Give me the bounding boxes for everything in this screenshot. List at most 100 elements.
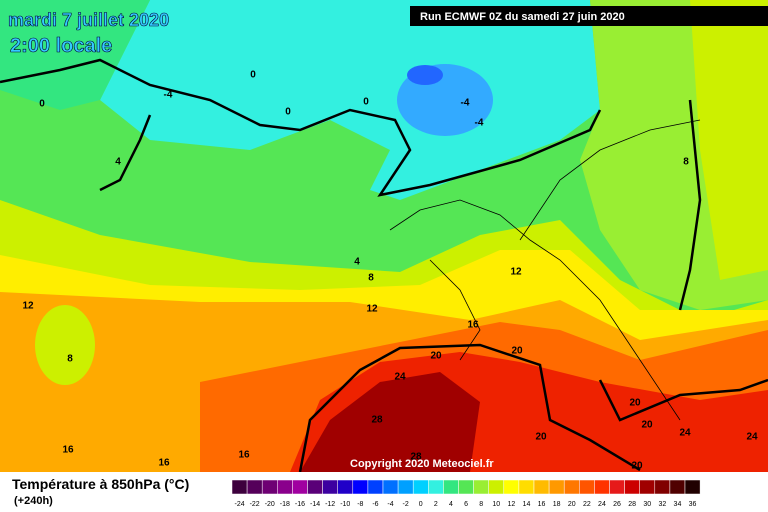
legend-swatch: [594, 479, 610, 495]
legend-label: 4: [449, 501, 453, 508]
legend-label: 22: [583, 501, 591, 508]
legend-label: -16: [295, 501, 305, 508]
legend-label: 34: [674, 501, 682, 508]
contour-label: 0: [39, 99, 45, 110]
legend-label: -12: [325, 501, 335, 508]
contour-label: 20: [641, 420, 653, 431]
contour-label: 24: [746, 432, 758, 443]
legend-swatch: [654, 479, 671, 495]
coastlines: [389, 119, 701, 421]
legend-label: 0: [419, 501, 423, 508]
legend-swatch: [277, 479, 293, 495]
legend-swatch: [322, 479, 338, 495]
legend-label: 10: [492, 501, 500, 508]
extreme-region: [300, 372, 480, 472]
map-date: mardi 7 juillet 2020: [8, 10, 169, 30]
legend-label: 2: [434, 501, 438, 508]
legend-swatch: [563, 479, 580, 495]
legend-label: 30: [643, 501, 651, 508]
contour-label: 12: [366, 304, 378, 315]
contour-label: 20: [535, 432, 547, 443]
contour-label: 24: [394, 372, 406, 383]
contour-label: 12: [510, 267, 522, 278]
legend-label: 32: [658, 501, 666, 508]
contour-label: 20: [511, 346, 523, 357]
legend-swatch: [458, 479, 474, 495]
contour-label: 4: [354, 257, 360, 268]
legend-label: -22: [250, 501, 260, 508]
cold-region: [100, 0, 600, 200]
legend-swatch: [473, 479, 489, 495]
legend-swatch: [352, 479, 369, 495]
contour-label: -4: [461, 98, 470, 109]
contour-label: 24: [679, 428, 691, 439]
legend-label: 28: [628, 501, 636, 508]
legend-swatch: [609, 479, 625, 495]
legend-swatch: [397, 479, 414, 495]
contour-label: 28: [371, 415, 383, 426]
contour-label: 16: [62, 445, 74, 456]
legend-title: Température à 850hPa (°C): [12, 476, 189, 492]
legend-label: -10: [340, 501, 350, 508]
legend-label: 20: [568, 501, 576, 508]
lead-time: (+240h): [14, 495, 53, 507]
legend-swatch: [337, 479, 354, 495]
legend-swatch: [412, 479, 429, 495]
legend-swatch: [624, 479, 640, 495]
contour-label: 28: [410, 452, 422, 463]
contour-label: 16: [467, 320, 479, 331]
legend-swatch: [488, 479, 505, 495]
legend-label: -4: [387, 501, 393, 508]
legend-label: 26: [613, 501, 621, 508]
legend-label: 14: [523, 501, 531, 508]
legend-label: 18: [553, 501, 561, 508]
legend-label: -14: [310, 501, 320, 508]
contour-label: 16: [238, 450, 250, 461]
mild-region: [690, 0, 768, 280]
run-box: [410, 6, 768, 26]
legend-label: -6: [372, 501, 378, 508]
legend-label: -24: [234, 501, 244, 508]
legend-label: -20: [265, 501, 275, 508]
contour-label: 0: [285, 107, 291, 118]
mild-patch: [35, 305, 95, 385]
contour-label: 8: [683, 157, 689, 168]
contour-label: 20: [631, 461, 643, 472]
legend-swatch: [548, 479, 565, 495]
contour-label: 4: [115, 157, 121, 168]
contour-label: 16: [158, 458, 170, 469]
legend-label: -2: [403, 501, 409, 508]
map-time: 2:00 locale: [10, 35, 112, 57]
legend-label: 16: [538, 501, 546, 508]
legend-swatch: [669, 479, 686, 495]
contour-label: 0: [363, 97, 369, 108]
legend-label: -8: [357, 501, 363, 508]
contour-label: 20: [629, 398, 641, 409]
contour-label: 8: [67, 354, 73, 365]
contour-label: -4: [475, 118, 484, 129]
legend-label: 12: [507, 501, 515, 508]
legend-swatch: [367, 479, 384, 495]
legend-swatch: [518, 479, 535, 495]
legend-label: 36: [689, 501, 697, 508]
contour-lines: [0, 58, 768, 473]
legend-label: 8: [479, 501, 483, 508]
legend-swatch: [307, 479, 323, 495]
cold-core-inner: [407, 65, 443, 85]
legend-swatch: [579, 479, 595, 495]
cool-region: [0, 0, 150, 110]
contour-label: 20: [430, 351, 442, 362]
contour-label: 12: [22, 301, 34, 312]
legend-swatch: [428, 479, 444, 495]
legend-swatch: [231, 479, 248, 495]
legend-label: 6: [464, 501, 468, 508]
legend-label: 24: [598, 501, 606, 508]
legend-swatch: [246, 479, 263, 495]
legend-label: -18: [280, 501, 290, 508]
legend-swatch: [684, 479, 701, 495]
contour-label: -4: [164, 90, 173, 101]
legend-swatch: [292, 479, 308, 495]
copyright: Copyright 2020 Meteociel.fr: [350, 458, 494, 470]
contour-label: 8: [368, 273, 374, 284]
